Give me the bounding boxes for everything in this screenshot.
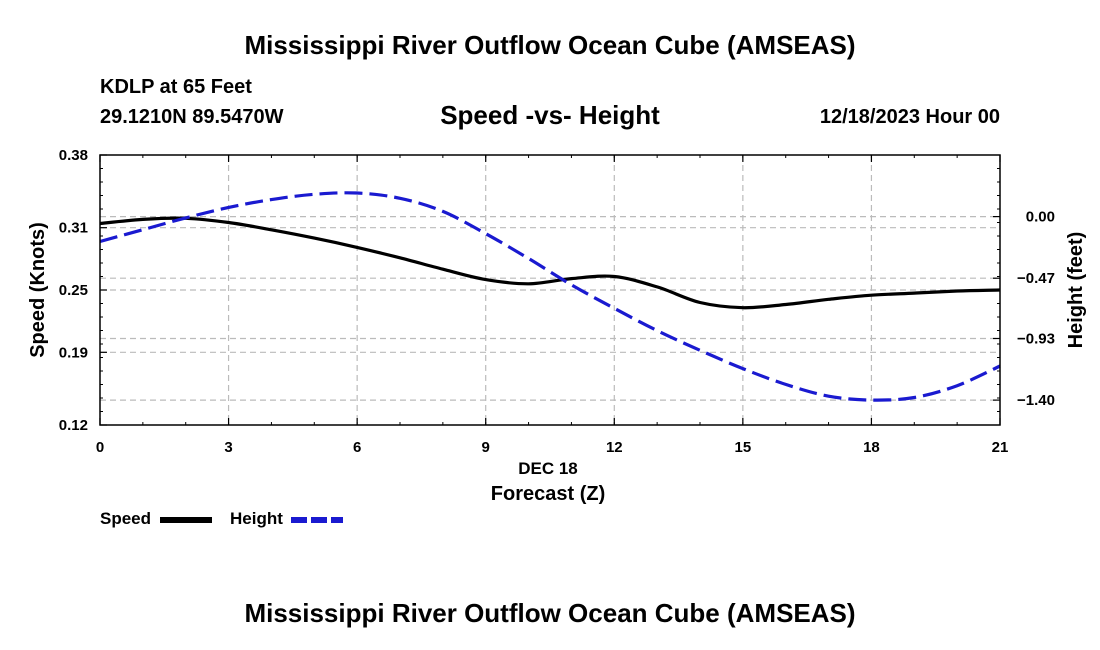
left-tick-label: 0.25 (59, 282, 88, 299)
left-axis-title: Speed (Knots) (27, 222, 49, 358)
x-tick-label: 3 (224, 439, 232, 456)
right-tick-label: −1.40 (1017, 392, 1055, 409)
coordinates-label: 29.1210N 89.5470W (100, 106, 284, 128)
x-tick-label: 21 (992, 439, 1009, 456)
legend-height-label: Height (230, 509, 283, 528)
speed-series-line (99, 216, 1001, 310)
right-axis-title: Height (feet) (1065, 232, 1087, 349)
station-label: KDLP at 65 Feet (100, 76, 252, 98)
x-tick-label: 18 (863, 439, 880, 456)
left-tick-label: 0.12 (59, 417, 88, 434)
x-tick-label: 6 (353, 439, 361, 456)
page-title: Mississippi River Outflow Ocean Cube (AM… (244, 30, 856, 60)
right-tick-label: −0.93 (1017, 330, 1055, 347)
series-layer (99, 191, 1001, 402)
x-tick-label: 0 (96, 439, 104, 456)
x-tick-label: 15 (735, 439, 752, 456)
chart-subtitle: Speed -vs- Height (440, 100, 660, 130)
legend-speed-label: Speed (100, 509, 152, 528)
x-tick-label: 9 (482, 439, 490, 456)
left-tick-label: 0.19 (59, 344, 88, 361)
forecast-datetime: 12/18/2023 Hour 00 (819, 106, 1000, 128)
grid-layer (100, 155, 1000, 425)
tick-layer: 0 3 6 9 12 15 18 21 0.12 0.19 0.25 0.31 0.38 0.00 −0.4… (59, 147, 1055, 456)
x-tick-label: 12 (606, 439, 623, 456)
x-axis-date-label: DEC 18 (518, 459, 578, 478)
x-axis-title: Forecast (Z) (491, 483, 605, 505)
footer-title: Mississippi River Outflow Ocean Cube (AM… (244, 598, 856, 628)
right-tick-label: −0.47 (1017, 270, 1055, 287)
left-tick-label: 0.31 (59, 220, 88, 237)
right-tick-label: 0.00 (1026, 209, 1055, 226)
left-tick-label: 0.38 (59, 147, 88, 164)
height-series-line (99, 191, 1001, 402)
